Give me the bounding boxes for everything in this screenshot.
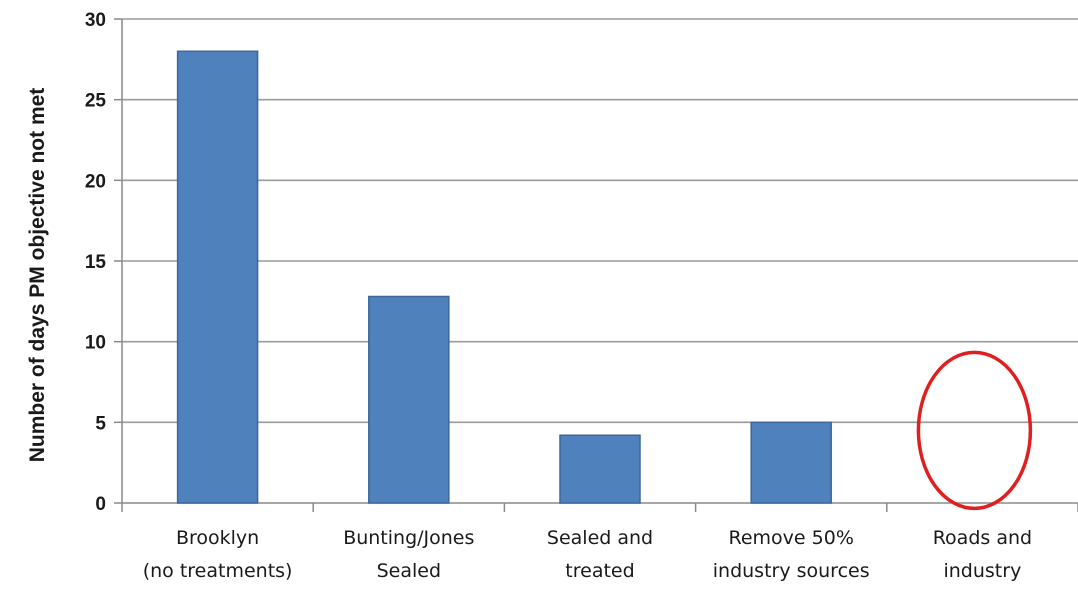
bar [176,50,259,504]
bar [559,434,641,504]
highlight-ellipse [916,350,1033,511]
bar [750,421,832,504]
labels: 0 5 10 15 20 25 30 Brooklyn (no treatments) Bunti… [85,10,1032,582]
x-category-label: Bunting/Jones Sealed [343,527,474,582]
bars [176,50,832,504]
y-axis-title: Number of days PM objective not met [26,88,49,463]
y-tick-label: 5 [95,413,106,434]
x-category-label: Brooklyn (no treatments) [143,527,293,582]
y-tick-label: 30 [85,10,106,31]
x-category-label: Sealed and treated [547,527,653,582]
grid-lines [122,18,1078,424]
y-tick-label: 0 [95,494,106,515]
x-category-label: Roads and industry [933,527,1032,582]
bar [368,295,450,504]
y-tick-label: 25 [85,91,107,112]
annotations [916,350,1033,511]
x-category-label: Remove 50% industry sources [713,527,870,582]
y-tick-label: 20 [85,171,106,192]
y-tick-label: 15 [85,252,107,273]
y-tick-label: 10 [85,333,106,354]
